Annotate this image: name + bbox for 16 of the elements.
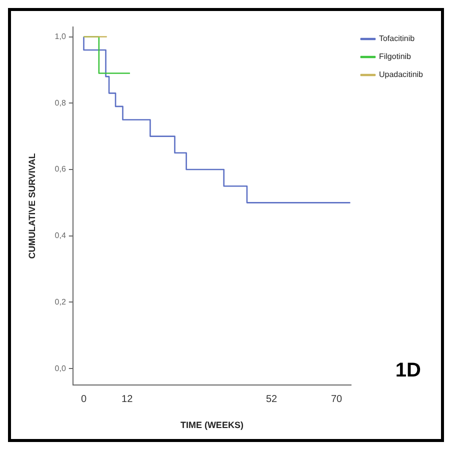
legend-label: Upadacitinib: [378, 70, 424, 80]
x-tick-label: 12: [122, 394, 134, 405]
text: 1D: [395, 360, 421, 382]
y-tick-label: 1,0: [54, 32, 66, 41]
x-tick-label: 52: [266, 394, 278, 405]
legend-label: Tofacitinib: [378, 34, 416, 44]
x-tick-label: 70: [330, 394, 343, 405]
y-tick-label: 0,4: [54, 231, 66, 240]
y-tick-label: 0,2: [54, 297, 66, 306]
y-tick-label: 0,6: [54, 164, 66, 174]
x-tick-label: 0: [80, 394, 87, 405]
x-axis-title: TIME (WEEKS): [180, 420, 244, 430]
y-tick-label: 0,8: [54, 98, 66, 108]
legend-label: Filgotinib: [378, 52, 412, 62]
y-axis-title: CUMULATIVE SURVIVAL: [26, 152, 37, 259]
y-tick-label: 0,0: [54, 364, 66, 373]
